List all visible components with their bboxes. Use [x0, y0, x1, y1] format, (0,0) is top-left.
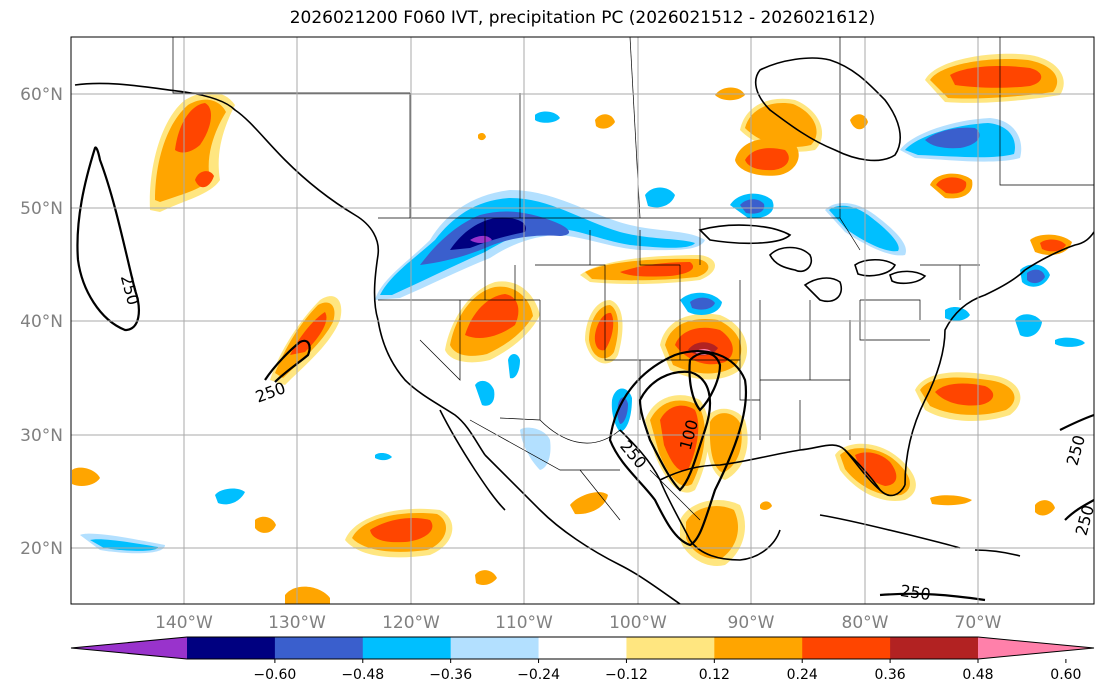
colorbar: −0.60 −0.48 −0.36 −0.24 −0.12 0.12 0.24 0.36 0.4…: [70, 636, 1095, 683]
colorbar-segment: [274, 637, 364, 659]
lon-label: 140°W: [155, 613, 213, 633]
ivt-contours: [76, 146, 1094, 602]
lon-label: 110°W: [495, 613, 553, 633]
lon-label: 100°W: [609, 613, 667, 633]
lon-label: 130°W: [268, 613, 326, 633]
colorbar-segment: [890, 637, 979, 659]
lat-label: 30°N: [20, 426, 63, 446]
colorbar-tick-label: 0.36: [875, 667, 906, 683]
colorbar-segment: [626, 637, 715, 659]
colorbar-segment: [714, 637, 803, 659]
colorbar-segment: [450, 637, 540, 659]
map-title: 2026021200 F060 IVT, precipitation PC (2…: [289, 8, 876, 28]
colorbar-tick-label: 0.48: [962, 667, 993, 683]
colorbar-tick-label: 0.24: [787, 667, 818, 683]
colorbar-segment: [362, 637, 452, 659]
lon-label: 120°W: [382, 613, 440, 633]
lon-label: 90°W: [728, 613, 775, 633]
longitude-axis: 140°W 130°W 120°W 110°W 100°W 90°W 80°W …: [155, 613, 1002, 633]
lat-label: 40°N: [20, 312, 63, 332]
gridlines: [71, 37, 1094, 604]
colorbar-segment: [802, 637, 891, 659]
lon-label: 80°W: [842, 613, 889, 633]
colorbar-segment: [538, 637, 627, 659]
colorbar-tick-label: −0.48: [341, 667, 384, 683]
colorbar-tick-label: −0.12: [605, 667, 648, 683]
lat-label: 50°N: [20, 199, 63, 219]
coastlines: [74, 57, 1094, 604]
lat-label: 60°N: [20, 85, 63, 105]
colorbar-extend-low: [71, 637, 187, 659]
lon-label: 70°W: [955, 613, 1002, 633]
colorbar-outline: [70, 636, 1095, 660]
contour-label: 250: [899, 581, 932, 604]
colorbar-extend-high: [978, 637, 1094, 659]
map-frame: [70, 36, 1095, 605]
colorbar-tick-label: 0.12: [699, 667, 730, 683]
colorbar-segment: [187, 637, 276, 659]
colorbar-tick-label: −0.24: [517, 667, 560, 683]
latitude-axis: 60°N 50°N 40°N 30°N 20°N: [20, 85, 63, 559]
colorbar-tick-label: 0.60: [1050, 667, 1081, 683]
colorbar-tick-label: −0.36: [429, 667, 472, 683]
colorbar-tick-label: −0.60: [253, 667, 296, 683]
lat-label: 20°N: [20, 539, 63, 559]
